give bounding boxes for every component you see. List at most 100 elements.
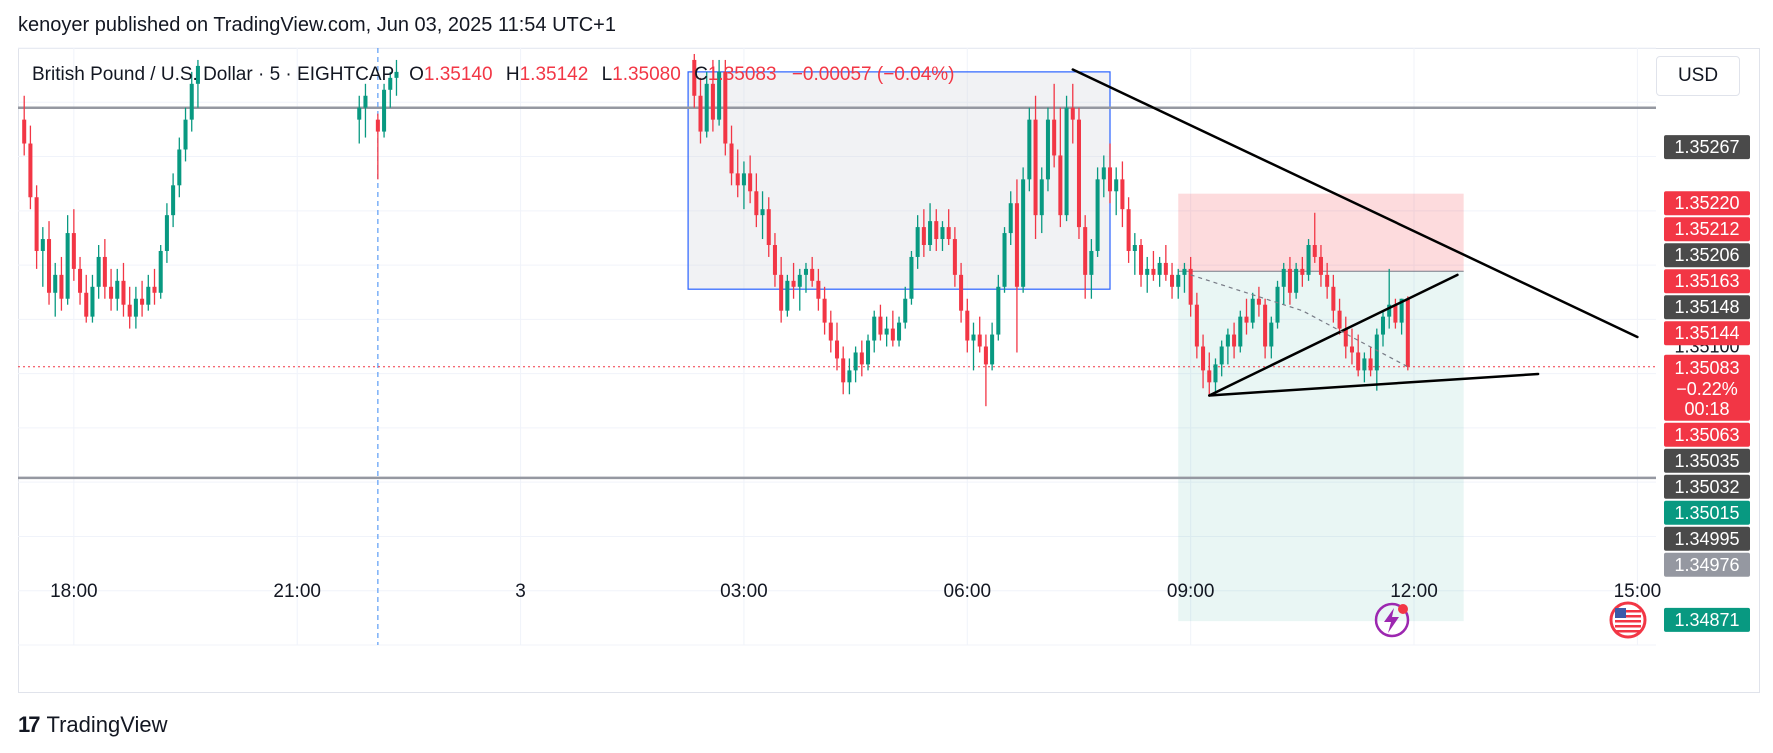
price-label: 1.35015 [1664,500,1750,525]
candle [53,262,58,317]
candle-body [109,286,114,299]
candle-body [841,358,846,383]
candle [1064,95,1069,222]
high-value: 1.35142 [519,64,589,85]
candle [785,274,790,317]
candle [1095,167,1100,257]
time-tick-label: 21:00 [273,581,321,602]
candle [96,245,101,299]
candle-body [1021,179,1026,287]
candle-body [394,71,399,78]
candle-body [1076,119,1081,228]
candle-body [363,95,368,108]
candle-body [158,250,163,293]
candle-body [1170,274,1175,287]
candle-body [1287,268,1292,293]
price-label-bg [1664,526,1750,551]
candle-body [965,310,970,341]
candle [382,83,387,138]
candle [1107,143,1113,204]
candle [189,71,194,132]
candle-body [1250,298,1255,323]
candle-body [1145,268,1150,275]
candle [1002,227,1007,293]
candle-body [40,239,45,251]
price-label-bg [1664,474,1750,499]
symbol-legend[interactable]: British Pound / U.S. Dollar · 5 · EIGHTC… [32,64,955,86]
price-label-bg [1664,135,1750,160]
candle-body [140,298,145,305]
candles [22,53,1410,407]
footer: 17 TradingView [18,712,168,738]
candle [1232,322,1237,359]
candle-body [803,268,808,275]
candle [810,256,815,287]
candle-body [692,59,697,96]
candle-body [1095,179,1100,251]
candle [158,245,163,299]
candle-body [1362,358,1367,371]
candle [1194,292,1199,359]
price-label: 1.35212 [1664,217,1750,242]
price-label-bg [1664,191,1750,216]
candle-body [102,256,107,287]
candle [847,358,852,395]
candle-body [760,209,765,216]
candle-body [78,268,83,293]
price-axis: 1.351001.35083−0.22%00:181.352671.352201… [1664,135,1750,632]
candle [1188,256,1193,317]
candle [760,191,765,240]
candle [766,197,771,257]
candle-body [1263,304,1268,347]
candle [735,149,740,198]
price-label-bg [1664,500,1750,525]
price-chart[interactable]: 18:00 21:00 3 03:00 06:00 09:00 12:00 15:00 1.3… [0,0,1773,700]
candle-body [952,239,957,275]
candle-body [1225,334,1230,347]
candle [822,286,827,335]
price-label-text: 1.35220 [1674,193,1739,213]
price-label: 1.34976 [1664,552,1750,577]
price-label: 1.35206 [1664,243,1750,268]
candle-body [915,227,920,257]
candle [1052,83,1057,168]
candle-body [1188,268,1193,305]
candle [1405,296,1410,371]
candle-body [897,322,902,341]
candle [1207,352,1212,395]
candle [1033,95,1038,240]
candle [1132,233,1137,275]
candle-body [1213,364,1218,383]
candle-body [766,209,771,246]
candle-body [195,65,200,84]
candle [890,310,895,347]
candle-body [754,191,759,216]
symbol-name: British Pound / U.S. Dollar · 5 · EIGHTC… [32,64,394,85]
candle-body [1281,268,1286,287]
candle [140,280,145,317]
take-profit-zone [1178,271,1464,622]
candle [22,95,27,156]
bar-countdown: 00:18 [1684,399,1729,419]
candle [1101,155,1106,198]
candle [375,113,380,180]
candle [1176,268,1181,299]
currency-selector[interactable]: USD [1656,56,1740,96]
candle-body [1405,298,1410,367]
candle [1182,262,1187,293]
candle [1120,161,1125,228]
candle [1343,316,1348,359]
candle-body [1064,107,1069,216]
price-label-bg [1664,422,1750,447]
candle-body [884,328,889,335]
candle-body [717,71,722,120]
candle-body [1008,203,1013,234]
candle [1058,107,1063,228]
candle-body [971,334,976,341]
price-label-bg [1664,269,1750,294]
price-label: 1.35035 [1664,448,1750,473]
candle [1244,298,1249,335]
candle-body [866,340,871,365]
candle-body [47,239,52,293]
candle [1318,245,1323,287]
